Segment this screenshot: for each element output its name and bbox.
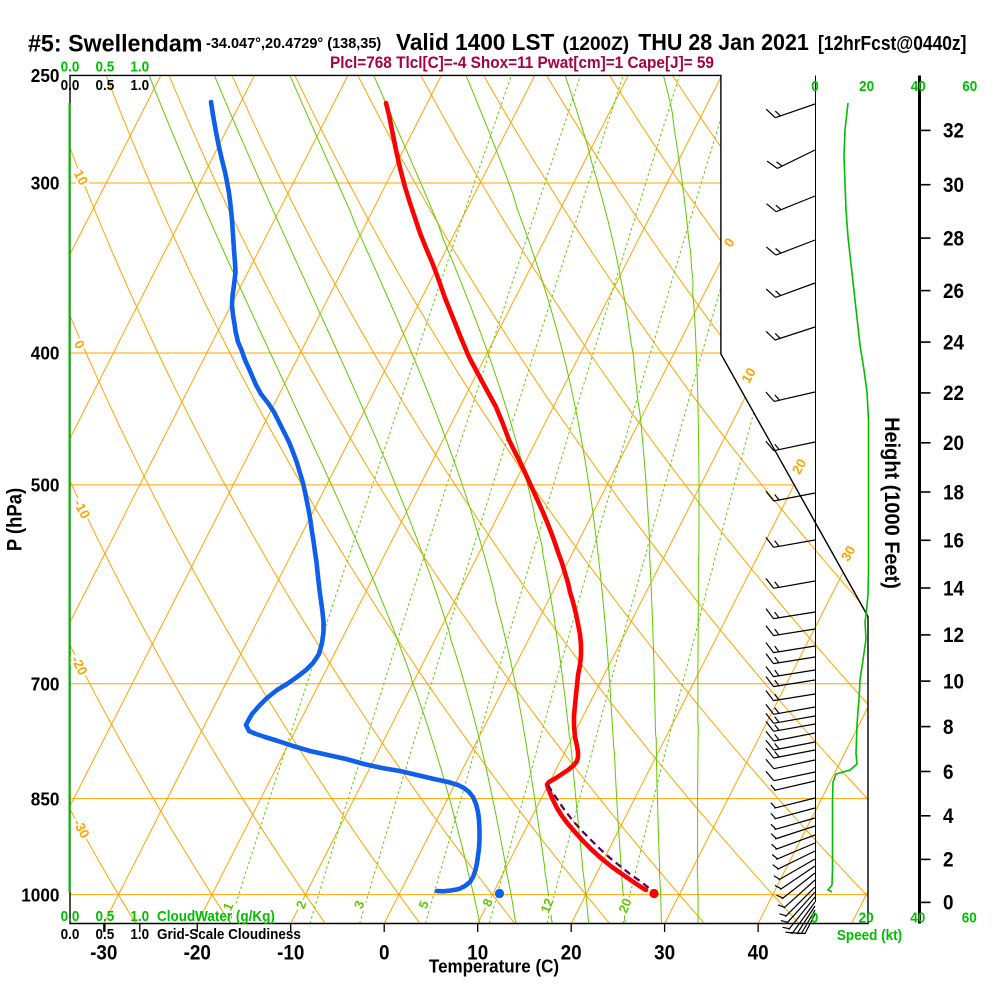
- svg-text:40: 40: [911, 78, 926, 95]
- svg-text:24: 24: [943, 332, 964, 355]
- svg-text:60: 60: [962, 78, 977, 95]
- svg-text:0: 0: [811, 78, 819, 95]
- svg-text:500: 500: [31, 475, 60, 496]
- svg-text:Plcl=768 Tlcl[C]=-4 Shox=11 Pw: Plcl=768 Tlcl[C]=-4 Shox=11 Pwat[cm]=1 C…: [330, 55, 714, 73]
- svg-text:20: 20: [859, 78, 874, 95]
- svg-text:0: 0: [943, 892, 954, 915]
- svg-text:14: 14: [943, 577, 964, 600]
- svg-text:THU 28 Jan 2021: THU 28 Jan 2021: [638, 29, 809, 55]
- svg-text:0.0: 0.0: [61, 908, 80, 925]
- svg-text:0.5: 0.5: [96, 908, 115, 925]
- svg-text:22: 22: [943, 382, 964, 405]
- svg-text:32: 32: [943, 120, 964, 143]
- svg-text:0.5: 0.5: [96, 926, 115, 943]
- svg-text:10: 10: [467, 942, 488, 965]
- svg-text:20: 20: [789, 456, 810, 477]
- svg-text:1000: 1000: [21, 885, 59, 906]
- svg-text:18: 18: [943, 481, 964, 504]
- svg-text:8: 8: [943, 716, 954, 739]
- svg-text:4: 4: [943, 805, 954, 828]
- svg-text:250: 250: [31, 66, 60, 87]
- svg-text:28: 28: [943, 228, 964, 251]
- svg-text:0.0: 0.0: [61, 926, 80, 943]
- svg-text:Temperature (C): Temperature (C): [429, 956, 559, 977]
- svg-text:20: 20: [859, 910, 874, 927]
- svg-text:850: 850: [31, 789, 60, 810]
- svg-text:Valid 1400 LST: Valid 1400 LST: [396, 29, 554, 55]
- svg-text:26: 26: [943, 280, 964, 303]
- svg-text:CloudWater (g/Kg): CloudWater (g/Kg): [157, 908, 275, 925]
- svg-text:1.0: 1.0: [130, 926, 149, 943]
- svg-text:40: 40: [748, 942, 769, 965]
- svg-text:0.5: 0.5: [96, 77, 115, 94]
- svg-text:[12hrFcst@0440z]: [12hrFcst@0440z]: [818, 32, 966, 54]
- svg-text:1.0: 1.0: [130, 77, 149, 94]
- svg-text:Speed (kt): Speed (kt): [837, 927, 902, 944]
- svg-text:Grid-Scale Cloudiness: Grid-Scale Cloudiness: [157, 926, 301, 943]
- svg-text:40: 40: [910, 910, 925, 927]
- svg-text:-10: -10: [277, 942, 304, 965]
- svg-text:700: 700: [31, 674, 60, 695]
- svg-text:-30: -30: [90, 942, 117, 965]
- svg-text:400: 400: [31, 343, 60, 364]
- svg-text:(1200Z): (1200Z): [563, 34, 630, 55]
- svg-text:-34.047°,20.4729° (138,35): -34.047°,20.4729° (138,35): [206, 36, 381, 52]
- svg-text:10: 10: [738, 365, 759, 386]
- svg-text:2: 2: [943, 849, 954, 872]
- svg-text:12: 12: [943, 624, 964, 647]
- svg-text:0: 0: [811, 910, 819, 927]
- svg-text:30: 30: [838, 543, 859, 564]
- svg-text:Height (1000 Feet): Height (1000 Feet): [880, 417, 904, 589]
- svg-text:30: 30: [654, 942, 675, 965]
- svg-text:16: 16: [943, 530, 964, 553]
- svg-text:300: 300: [31, 173, 60, 194]
- svg-text:6: 6: [943, 761, 954, 784]
- svg-text:P (hPa): P (hPa): [3, 488, 26, 551]
- svg-text:#5: Swellendam: #5: Swellendam: [28, 30, 202, 58]
- svg-text:1.0: 1.0: [130, 908, 149, 925]
- svg-text:-20: -20: [184, 942, 211, 965]
- svg-text:0: 0: [379, 942, 390, 965]
- svg-text:1.0: 1.0: [130, 59, 149, 76]
- svg-text:0.0: 0.0: [61, 77, 80, 94]
- svg-text:10: 10: [943, 671, 964, 694]
- svg-text:0.0: 0.0: [61, 59, 80, 76]
- svg-text:30: 30: [943, 174, 964, 197]
- svg-text:60: 60: [962, 910, 977, 927]
- svg-text:20: 20: [561, 942, 582, 965]
- svg-text:20: 20: [943, 432, 964, 455]
- svg-text:0.5: 0.5: [96, 59, 115, 76]
